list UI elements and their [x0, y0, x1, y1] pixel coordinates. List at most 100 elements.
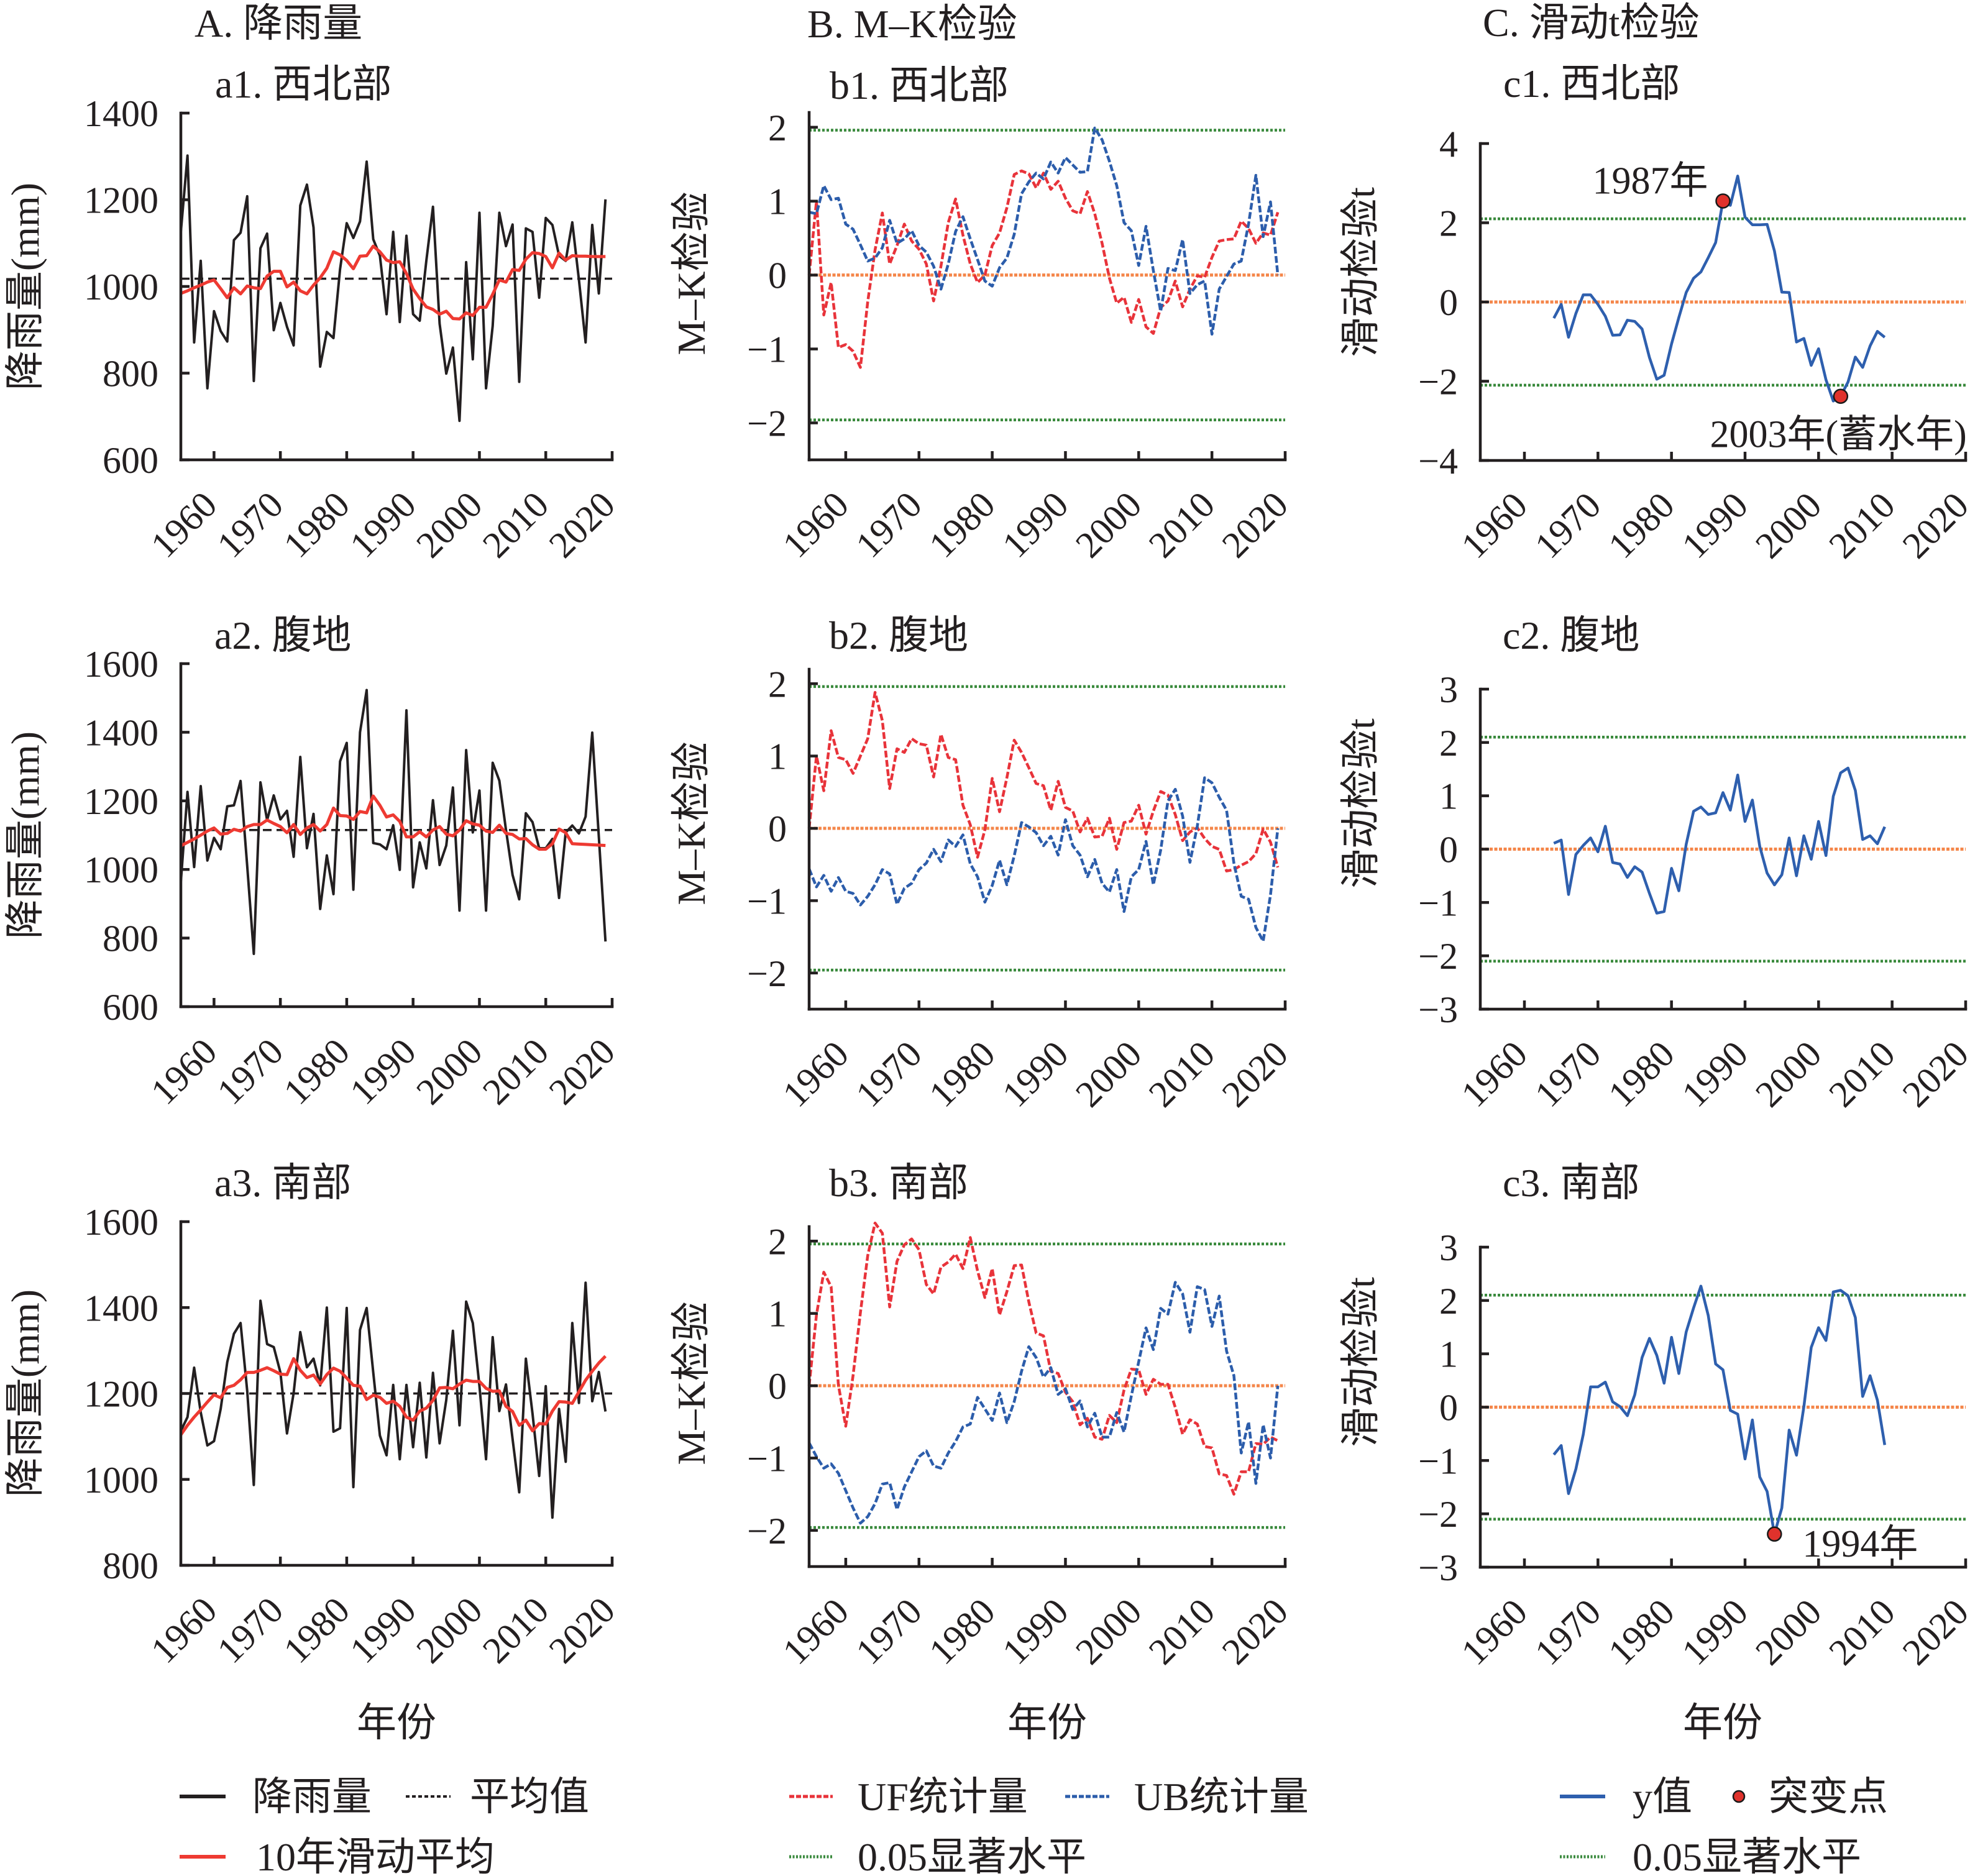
y-tick-label: −3 — [1418, 989, 1458, 1030]
panel-title-b3: b3. 南部 — [829, 1161, 968, 1205]
legend-label-t-stat: y值 — [1633, 1775, 1692, 1819]
x-axis-label-c: 年份 — [1683, 1701, 1762, 1745]
y-tick-label: 1 — [1439, 776, 1458, 817]
y-tick-label: 1600 — [84, 644, 158, 685]
y-tick-label: −1 — [1418, 882, 1458, 923]
change-point-label: 1987年 — [1592, 160, 1708, 202]
change-point-dot — [1715, 193, 1731, 209]
series-line-uf — [807, 1221, 1279, 1496]
column-title-c: C. 滑动t检验 — [1483, 1, 1699, 45]
y-tick-label: 1200 — [84, 781, 158, 822]
series-line-ub — [808, 1281, 1280, 1525]
series-line-moving-average — [179, 1355, 607, 1436]
y-tick-label: 2 — [1439, 203, 1458, 244]
legend-swatch-change-point — [1732, 1790, 1746, 1803]
y-tick-label: −4 — [1418, 441, 1458, 482]
y-tick-label: −1 — [747, 1438, 787, 1479]
y-tick-label: 2 — [1439, 1281, 1458, 1322]
series-line-t-stat — [1553, 766, 1886, 915]
y-tick-label: 800 — [103, 1545, 158, 1586]
y-tick-label: 2 — [768, 664, 787, 705]
series-line-moving-average — [180, 244, 606, 321]
y-tick-label: 1400 — [84, 93, 158, 134]
y-axis-label-b1: M–K检验 — [669, 191, 713, 355]
series-line-moving-average — [180, 794, 606, 851]
y-tick-label: 0 — [1439, 1388, 1458, 1429]
y-axis-label-a1: 降雨量(mm) — [3, 183, 47, 390]
series-line-t-stat — [1552, 1284, 1887, 1536]
y-tick-label: 0 — [768, 1366, 787, 1407]
y-tick-label: 800 — [103, 918, 158, 959]
series-line-ub — [809, 126, 1280, 336]
y-tick-label: 1 — [768, 181, 787, 222]
y-tick-label: 1600 — [84, 1202, 158, 1243]
y-axis-label-c3: 滑动检验t — [1339, 1277, 1383, 1447]
legend-label-mean: 平均值 — [470, 1775, 589, 1819]
y-tick-label: −2 — [747, 953, 787, 994]
y-tick-label: −1 — [747, 329, 787, 370]
y-tick-label: 4 — [1439, 124, 1458, 165]
y-tick-label: −1 — [1418, 1440, 1458, 1481]
y-axis-label-b3: M–K检验 — [669, 1301, 713, 1465]
y-tick-label: 1 — [768, 1294, 787, 1335]
legend-label-uf: UF统计量 — [858, 1775, 1028, 1819]
y-tick-label: 800 — [103, 354, 158, 395]
y-tick-label: 3 — [1439, 669, 1458, 710]
legend-b: UF统计量 UB统计量 0.05显著水平 — [789, 1775, 1309, 1876]
y-tick-label: 0 — [1439, 830, 1458, 871]
y-axis-label-a2: 降雨量(mm) — [3, 731, 47, 939]
y-tick-label: −2 — [1418, 936, 1458, 977]
change-point-dot — [1767, 1526, 1782, 1542]
series-line-uf — [807, 690, 1280, 872]
y-tick-label: −2 — [747, 1511, 787, 1552]
y-tick-label: 0 — [1439, 282, 1458, 323]
y-tick-label: −2 — [1418, 1494, 1458, 1535]
y-tick-label: 1 — [768, 736, 787, 777]
legend-label-significance: 0.05显著水平 — [858, 1835, 1086, 1876]
panel-title-c3: c3. 南部 — [1503, 1161, 1639, 1205]
y-tick-label: 2 — [768, 1221, 787, 1262]
panel-title-c2: c2. 腹地 — [1503, 613, 1639, 657]
y-tick-label: −2 — [747, 403, 787, 444]
y-tick-label: 600 — [103, 987, 158, 1028]
y-tick-label: 2 — [768, 108, 787, 149]
panel-title-a2: a2. 腹地 — [214, 613, 351, 657]
series-line-t-stat — [1552, 175, 1886, 403]
change-point-dot — [1833, 388, 1849, 404]
y-tick-label: −1 — [747, 881, 787, 922]
y-tick-label: 1200 — [84, 180, 158, 221]
legend-label-significance: 0.05显著水平 — [1633, 1835, 1861, 1876]
series-line-precip — [180, 689, 607, 955]
y-tick-label: 1400 — [84, 712, 158, 753]
y-tick-label: 0 — [768, 808, 787, 849]
y-tick-label: 1000 — [84, 849, 158, 890]
column-title-a: A. 降雨量 — [195, 1, 362, 45]
x-axis-label-b: 年份 — [1007, 1701, 1087, 1745]
panel-title-a3: a3. 南部 — [214, 1161, 351, 1205]
y-tick-label: 3 — [1439, 1227, 1458, 1268]
x-axis-label-a: 年份 — [357, 1701, 436, 1745]
legend-label-moving-average: 10年滑动平均 — [256, 1835, 495, 1876]
change-point-label: 2003年(蓄水年) — [1710, 414, 1967, 456]
legend-label-ub: UB统计量 — [1134, 1775, 1309, 1819]
series-line-uf — [807, 169, 1280, 369]
y-tick-label: 1400 — [84, 1288, 158, 1329]
y-tick-label: 1000 — [84, 1460, 158, 1501]
series-line-precip — [180, 1281, 607, 1519]
y-axis-label-a3: 降雨量(mm) — [3, 1289, 47, 1497]
y-tick-label: 0 — [768, 255, 787, 296]
legend-c: y值 突变点 0.05显著水平 — [1560, 1775, 1888, 1876]
y-tick-label: −3 — [1418, 1547, 1458, 1588]
y-axis-label-b2: M–K检验 — [669, 741, 713, 905]
y-axis-label-c1: 滑动检验t — [1339, 187, 1383, 357]
panel-title-a1: a1. 西北部 — [215, 62, 392, 106]
panel-title-b2: b2. 腹地 — [829, 613, 968, 657]
y-tick-label: 1 — [1439, 1334, 1458, 1375]
legend-label-precip: 降雨量 — [252, 1775, 372, 1819]
y-tick-label: 2 — [1439, 723, 1458, 764]
legend-label-change-point: 突变点 — [1769, 1775, 1888, 1819]
y-tick-label: −2 — [1418, 362, 1458, 403]
panel-title-c1: c1. 西北部 — [1503, 62, 1680, 106]
